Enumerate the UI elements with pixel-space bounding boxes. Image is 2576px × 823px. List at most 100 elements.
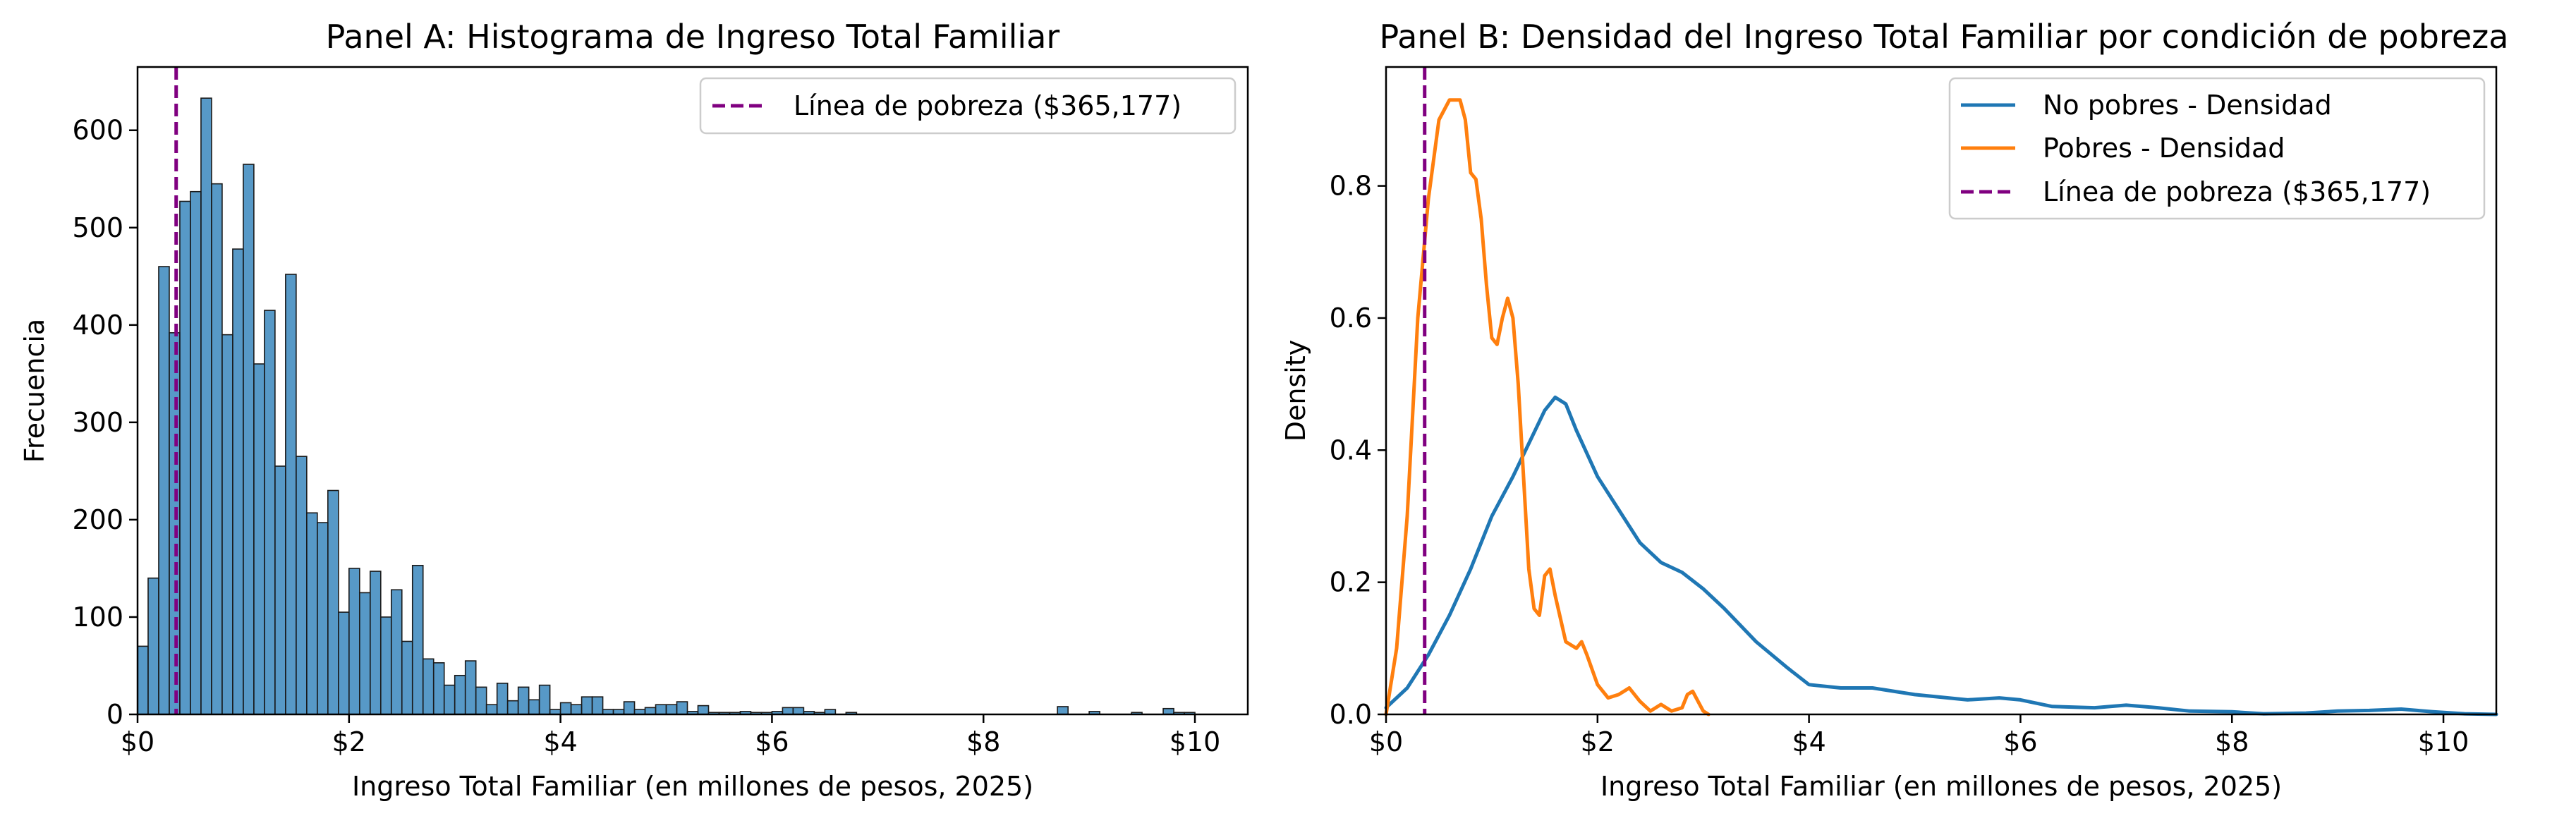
y-tick-label: 600 bbox=[72, 115, 123, 146]
panel-b-x-ticks: $0 $2 $4 $6 $8 $10 bbox=[1369, 714, 2469, 757]
panel-a-legend-box bbox=[699, 77, 1237, 135]
panel-a-y-label: Frecuencia bbox=[19, 319, 50, 463]
histogram-bar bbox=[538, 684, 551, 715]
panel-b-legend-box bbox=[1948, 77, 2486, 220]
histogram-bar bbox=[581, 696, 593, 715]
x-tick-label: $10 bbox=[2418, 726, 2469, 757]
x-tick-label: $4 bbox=[1792, 726, 1825, 757]
histogram-bar bbox=[306, 512, 318, 715]
histogram-bar bbox=[296, 456, 308, 715]
panel-b-frame bbox=[1385, 66, 2498, 716]
panel-a-frame bbox=[136, 66, 1249, 716]
histogram-bar bbox=[623, 701, 636, 715]
histogram-bar bbox=[390, 589, 403, 715]
histogram-bar bbox=[676, 701, 688, 715]
panel-a-legend: Línea de pobreza ($365,177) bbox=[699, 77, 1237, 135]
histogram-bar bbox=[782, 707, 794, 715]
histogram-bar bbox=[697, 705, 710, 715]
panel-b-legend-label-pobres: Pobres - Densidad bbox=[2043, 133, 2285, 164]
histogram-bar bbox=[665, 704, 678, 715]
histogram-bar bbox=[485, 704, 498, 715]
x-tick-label: $4 bbox=[543, 726, 577, 757]
y-tick-label: 100 bbox=[72, 602, 123, 633]
histogram-bar bbox=[644, 707, 657, 715]
x-tick-label: $8 bbox=[2215, 726, 2249, 757]
y-tick-label: 0.4 bbox=[1330, 434, 1372, 465]
x-tick-label: $2 bbox=[332, 726, 366, 757]
histogram-bar bbox=[243, 164, 255, 715]
y-tick-label: 500 bbox=[72, 212, 123, 243]
x-tick-label: $10 bbox=[1169, 726, 1221, 757]
histogram-bar bbox=[253, 363, 265, 715]
histogram-bar bbox=[792, 707, 805, 715]
histogram-bar bbox=[655, 704, 667, 715]
histogram-bar bbox=[147, 577, 159, 715]
y-tick-label: 0 bbox=[107, 699, 123, 730]
histogram-bar bbox=[232, 248, 244, 715]
panel-a-legend-label-poverty: Línea de pobreza ($365,177) bbox=[794, 90, 1181, 121]
histogram-bar bbox=[190, 190, 202, 715]
x-tick-label: $0 bbox=[1369, 726, 1403, 757]
histogram-bar bbox=[591, 696, 604, 715]
panel-a-bars bbox=[137, 97, 1196, 715]
histogram-bar bbox=[211, 183, 223, 715]
histogram-bar bbox=[454, 674, 466, 715]
panel-a-y-ticks: 0 100 200 300 400 500 600 bbox=[72, 115, 138, 730]
histogram-bar bbox=[221, 334, 233, 715]
panel-b-y-label: Density bbox=[1280, 340, 1311, 441]
histogram-bar bbox=[570, 704, 583, 715]
panel-b-y-ticks: 0.0 0.2 0.4 0.6 0.8 bbox=[1330, 171, 1386, 730]
y-tick-label: 300 bbox=[72, 407, 123, 438]
histogram-bar bbox=[274, 465, 286, 715]
x-tick-label: $8 bbox=[966, 726, 1000, 757]
histogram-bar bbox=[517, 686, 530, 715]
histogram-bar bbox=[317, 522, 329, 715]
histogram-bar bbox=[528, 699, 540, 715]
histogram-bar bbox=[379, 616, 392, 715]
x-tick-label: $6 bbox=[2003, 726, 2037, 757]
histogram-bar bbox=[358, 592, 371, 715]
histogram-bar bbox=[327, 489, 339, 715]
y-tick-label: 0.8 bbox=[1330, 171, 1372, 202]
histogram-bar bbox=[338, 611, 350, 715]
series-line-pobres bbox=[1384, 98, 1711, 717]
histogram-bar bbox=[506, 700, 519, 715]
y-tick-label: 200 bbox=[72, 504, 123, 535]
histogram-bar bbox=[422, 658, 435, 715]
panel-b-legend-label-no-pobres: No pobres - Densidad bbox=[2043, 90, 2332, 121]
histogram-bar bbox=[137, 645, 149, 715]
panel-b-x-label: Ingreso Total Familiar (en millones de p… bbox=[1600, 771, 2282, 802]
histogram-bar bbox=[1057, 706, 1069, 715]
histogram-bar bbox=[411, 564, 424, 715]
y-tick-label: 0.6 bbox=[1330, 303, 1372, 334]
panel-b-legend-label-poverty: Línea de pobreza ($365,177) bbox=[2043, 176, 2431, 207]
series-line-no-pobres bbox=[1384, 395, 2498, 717]
x-tick-label: $2 bbox=[1581, 726, 1615, 757]
histogram-bar bbox=[464, 660, 477, 715]
panel-a-histogram: Panel A: Histograma de Ingreso Total Fam… bbox=[19, 18, 1249, 802]
y-tick-label: 0.2 bbox=[1330, 567, 1372, 598]
histogram-bar bbox=[285, 274, 297, 715]
panel-b-density: Panel B: Densidad del Ingreso Total Fami… bbox=[1280, 18, 2508, 802]
x-tick-label: $6 bbox=[755, 726, 789, 757]
panel-a-x-ticks: $0 $2 $4 $6 $8 $10 bbox=[121, 714, 1220, 757]
histogram-bar bbox=[200, 97, 212, 715]
x-tick-label: $0 bbox=[121, 726, 154, 757]
histogram-bar bbox=[559, 702, 572, 715]
histogram-bar bbox=[179, 200, 191, 715]
histogram-bar bbox=[158, 266, 170, 715]
histogram-bar bbox=[496, 683, 509, 715]
histogram-bar bbox=[432, 662, 445, 715]
histogram-bar bbox=[475, 686, 487, 715]
histogram-bar bbox=[348, 568, 360, 715]
panel-a-x-label: Ingreso Total Familiar (en millones de p… bbox=[352, 771, 1033, 802]
panel-b-title: Panel B: Densidad del Ingreso Total Fami… bbox=[1380, 18, 2509, 56]
panel-b-legend: No pobres - Densidad Pobres - Densidad L… bbox=[1948, 77, 2486, 220]
y-tick-label: 400 bbox=[72, 310, 123, 341]
histogram-bar bbox=[401, 640, 413, 715]
y-tick-label: 0.0 bbox=[1330, 699, 1372, 730]
histogram-bar bbox=[443, 684, 456, 715]
panel-a-title: Panel A: Histograma de Ingreso Total Fam… bbox=[326, 18, 1060, 56]
histogram-bar bbox=[264, 310, 276, 715]
